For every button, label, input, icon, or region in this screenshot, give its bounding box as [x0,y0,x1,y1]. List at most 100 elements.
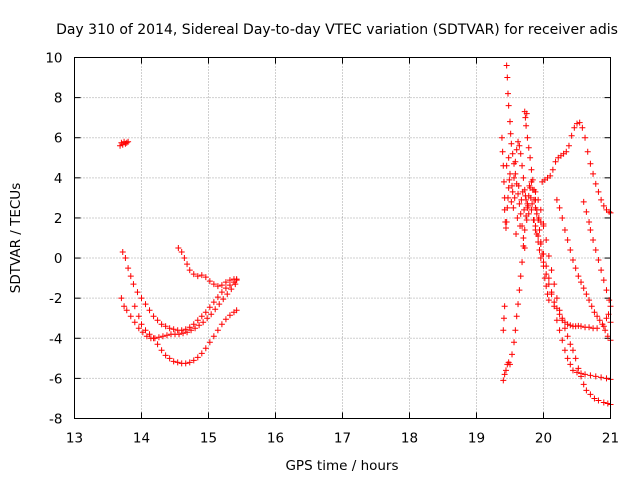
data-point [508,140,515,147]
y-tick-label: -2 [49,291,62,307]
data-point [222,285,229,292]
data-point [216,301,223,308]
data-point [567,247,574,254]
data-point [528,166,535,173]
data-point [222,316,229,323]
data-point [127,313,134,320]
data-point [578,373,585,380]
data-point [604,333,611,340]
x-tick-label: 13 [66,431,83,447]
data-point [523,122,530,129]
data-point [166,355,173,362]
data-point [501,371,508,378]
y-tick-label: 2 [54,211,63,227]
data-point [569,347,576,354]
data-point [202,274,209,281]
data-point [515,182,522,189]
data-point [517,210,524,217]
data-point [543,271,550,278]
data-point [532,188,539,195]
data-point [559,337,566,344]
data-point [119,141,126,148]
data-point [525,210,532,217]
data-point [600,399,607,406]
data-point [543,237,550,244]
data-point [582,134,589,141]
data-point [556,311,563,318]
data-point [583,208,590,215]
data-point [180,330,187,337]
data-point [584,148,591,155]
data-point [540,220,547,227]
data-point [503,218,510,225]
data-point [553,317,560,324]
data-point [536,247,543,254]
data-point [125,138,132,145]
data-point [532,222,539,229]
data-point [603,287,610,294]
data-point [545,297,552,304]
data-point [565,142,572,149]
data-point [233,276,240,283]
data-point [511,194,518,201]
data-point [580,285,587,292]
data-point [523,216,530,223]
data-point [503,162,510,169]
data-point [515,138,522,145]
data-point [142,301,149,308]
data-point [123,307,130,314]
data-point [190,357,197,364]
data-point [170,326,177,333]
data-points [117,62,614,408]
data-point [131,319,138,326]
data-point [154,341,161,348]
data-point [507,130,514,137]
data-point [507,170,513,177]
data-point [504,204,511,211]
data-point [563,148,570,155]
data-point [559,315,566,322]
data-point [200,319,207,326]
data-point [543,263,550,270]
data-point [214,327,221,334]
data-point [210,281,217,288]
y-tick-label: 4 [54,171,63,187]
data-point [600,323,607,330]
data-point [512,327,519,334]
data-point [564,321,571,328]
data-point [499,148,506,155]
data-point [553,295,560,302]
data-point [513,230,520,237]
data-point [184,329,191,336]
data-point [506,176,513,183]
data-point [516,287,523,294]
data-point [206,304,213,311]
data-point [548,267,555,274]
data-point [521,206,528,213]
data-point [551,281,558,288]
data-point [580,198,587,205]
data-point [186,267,193,274]
data-point [507,118,513,125]
y-tick-label: 0 [54,251,63,267]
data-point [517,150,524,157]
data-point [606,208,613,215]
data-point [600,202,607,209]
data-point [121,303,128,310]
data-point [500,315,507,322]
data-point [556,204,563,211]
x-tick-label: 21 [602,431,619,447]
data-point [134,289,141,296]
data-point [158,321,165,328]
data-point [522,114,529,121]
data-point [127,273,134,280]
data-point [501,303,508,310]
data-point [500,327,507,334]
data-point [561,325,568,332]
data-point [117,142,124,149]
data-point [531,216,538,223]
y-tick-label: 8 [54,91,63,107]
data-point [556,327,563,334]
